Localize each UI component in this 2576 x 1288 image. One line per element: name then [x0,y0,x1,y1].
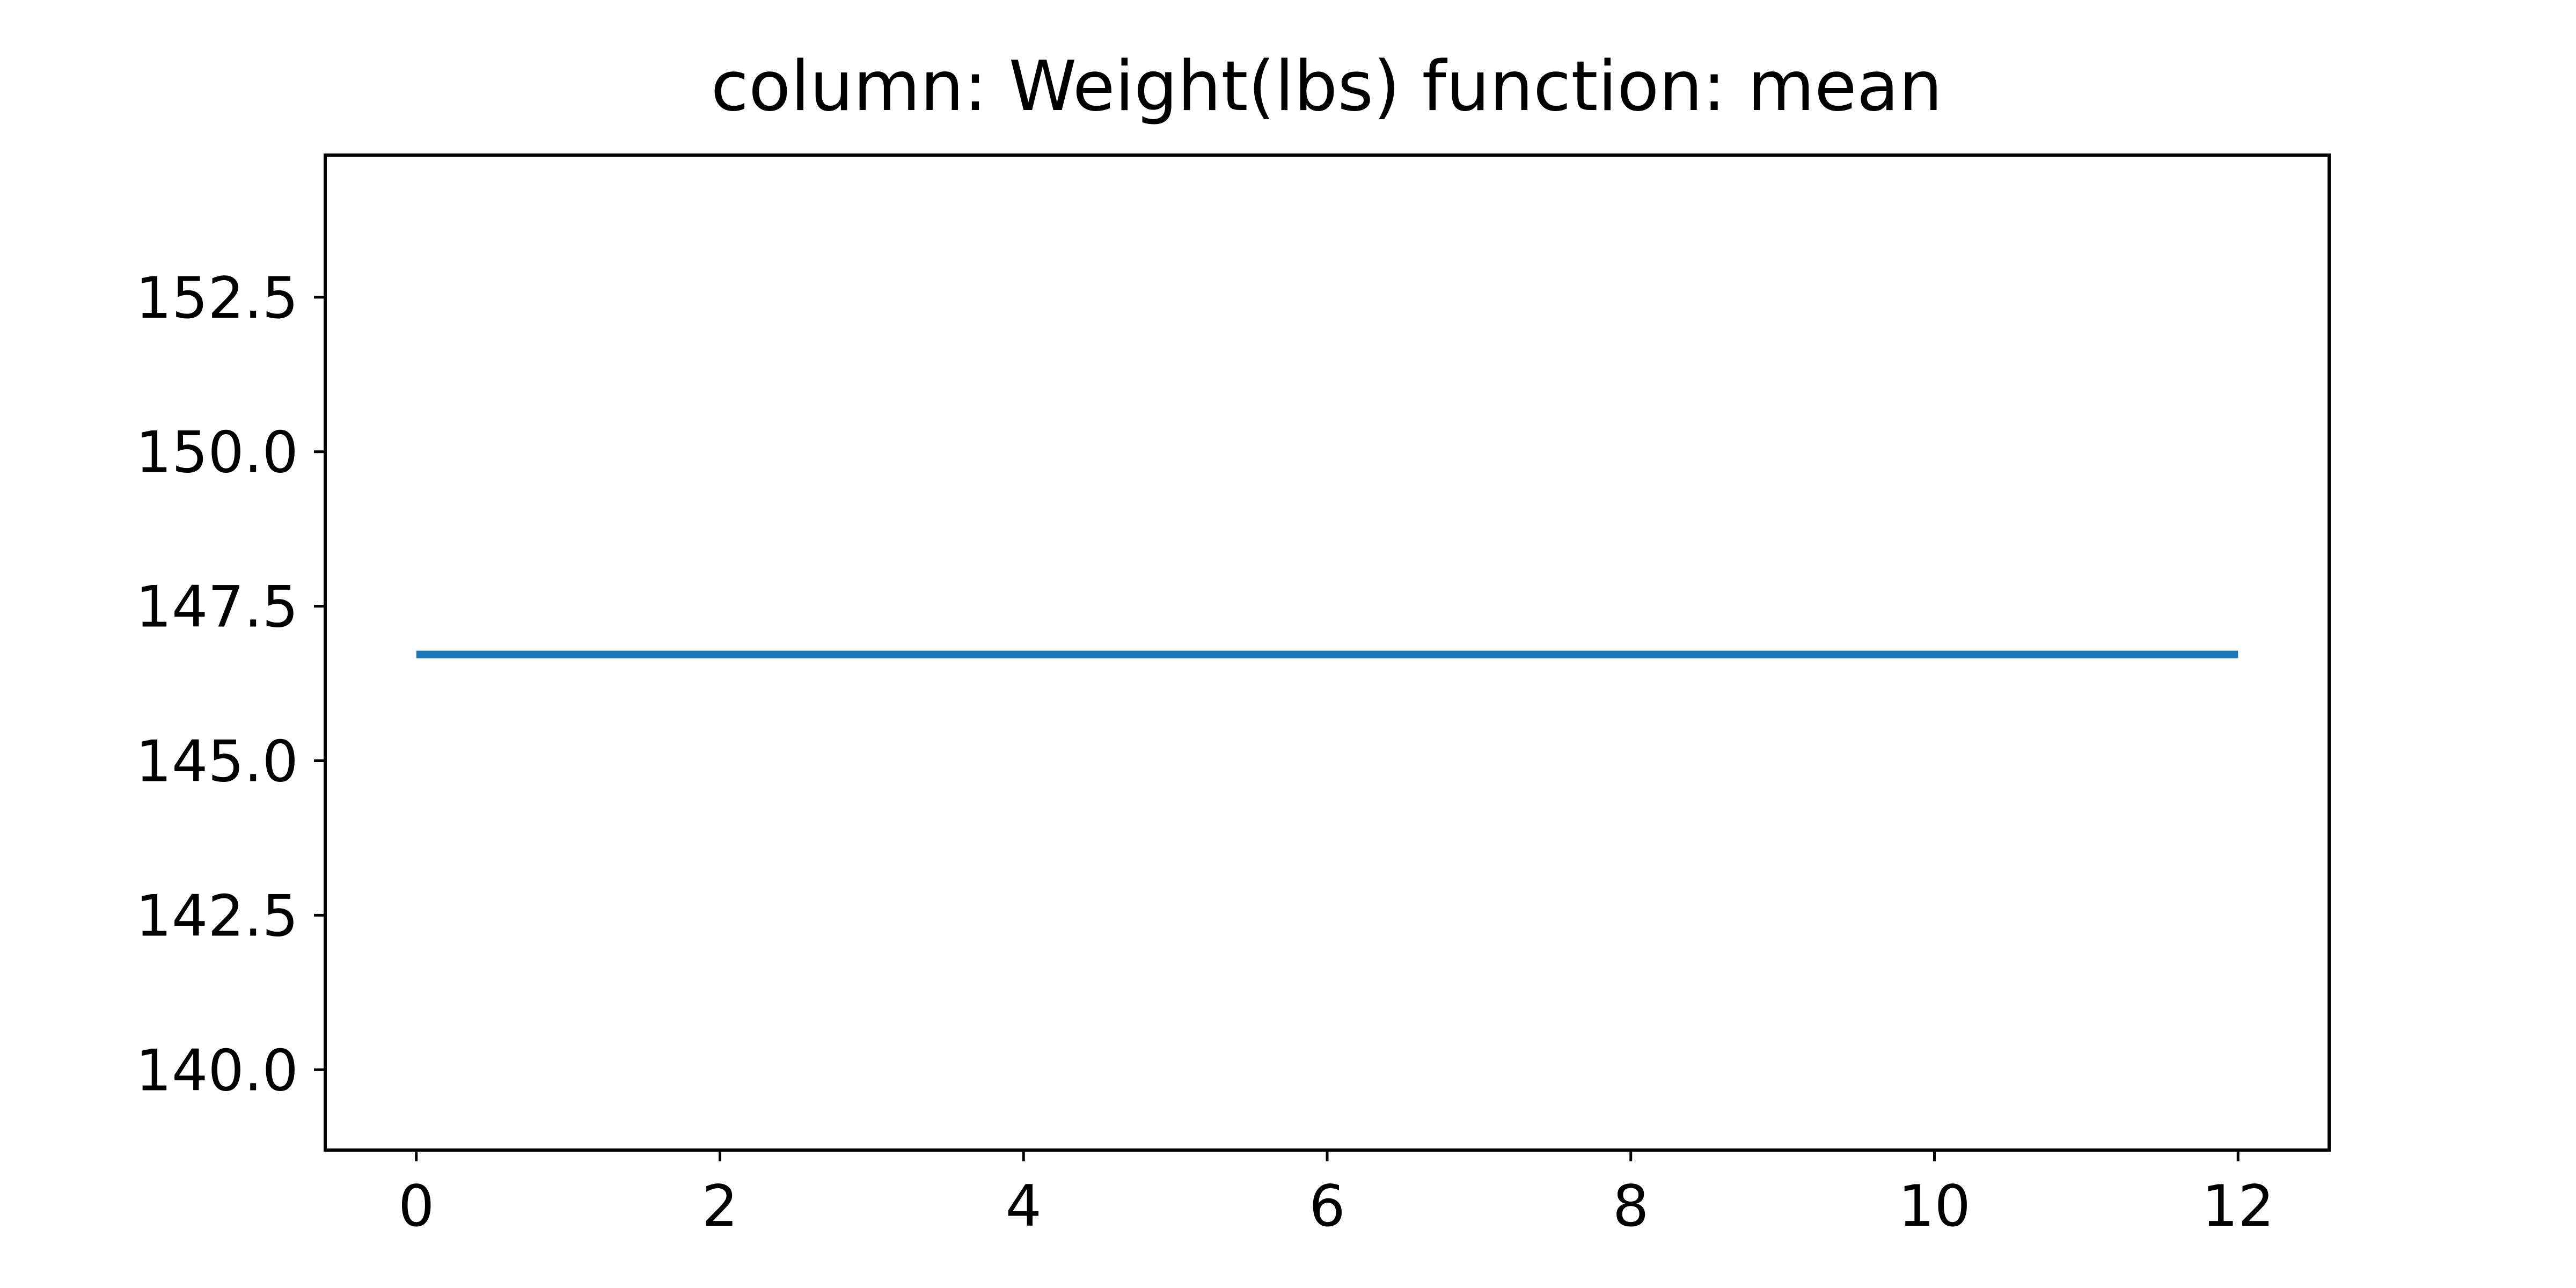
x-tick-label: 6 [1309,1173,1345,1239]
x-tick-label: 10 [1898,1173,1971,1239]
x-tick-label: 12 [2202,1173,2274,1239]
x-axis-ticks: 0 2 4 6 8 10 12 [398,1150,2274,1239]
x-tick-label: 0 [398,1173,434,1239]
y-tick-label: 152.5 [136,265,298,331]
y-tick-label: 150.0 [136,420,298,486]
x-tick-label: 2 [702,1173,738,1239]
y-tick-label: 145.0 [136,729,298,795]
plot-area-frame [324,153,2331,1152]
y-tick-label: 142.5 [136,883,298,949]
y-tick-label: 140.0 [136,1037,298,1103]
chart-title: column: Weight(lbs) function: mean [711,47,1943,127]
y-tick-label: 147.5 [136,574,298,640]
x-tick-label: 8 [1613,1173,1649,1239]
x-tick-label: 4 [1006,1173,1042,1239]
y-axis-ticks: 140.0 142.5 145.0 147.5 150.0 152.5 [136,265,325,1103]
